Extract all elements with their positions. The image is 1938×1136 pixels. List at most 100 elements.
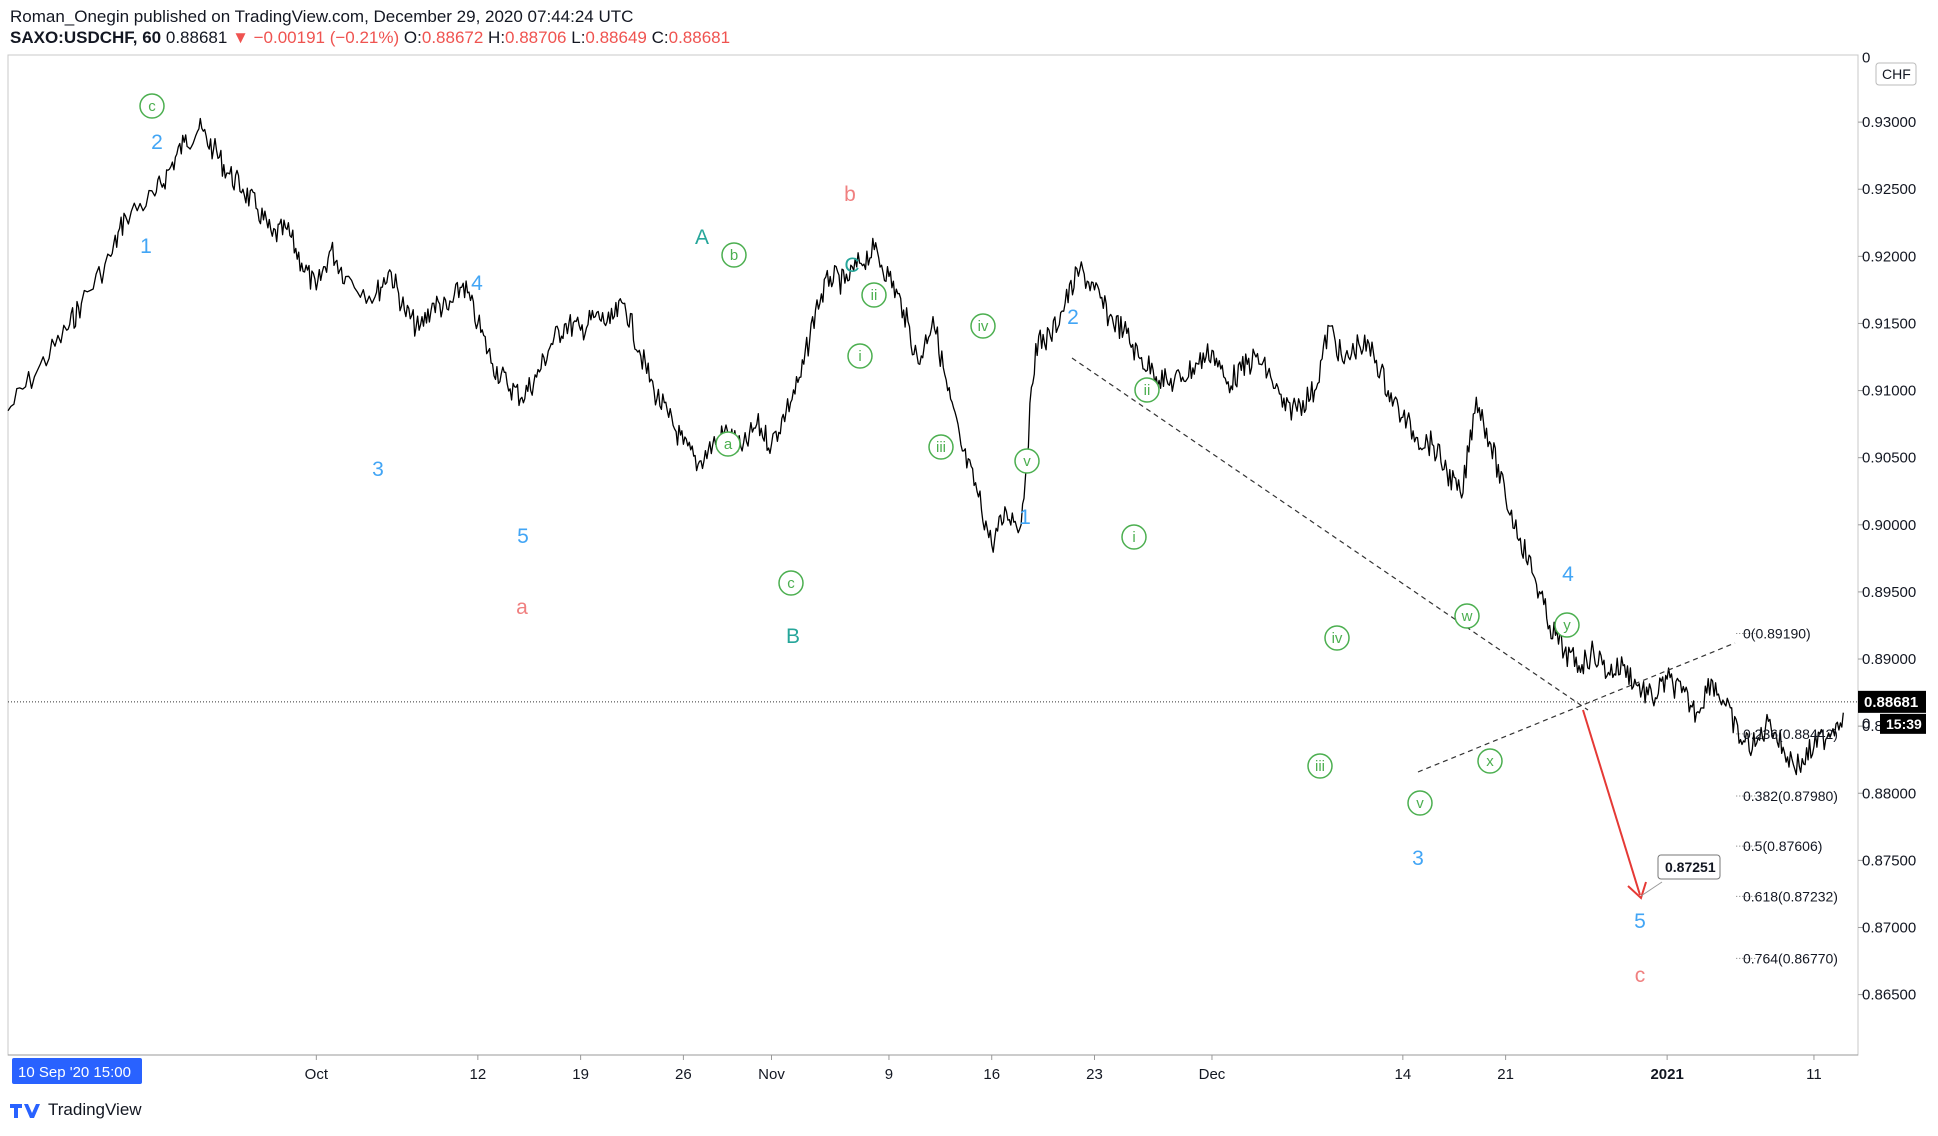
high-value: 0.88706 (505, 28, 567, 47)
x-tick-label: Nov (758, 1066, 785, 1083)
wave-label-circle (928, 434, 954, 460)
x-tick-label: 21 (1497, 1066, 1514, 1083)
wave-label-circle (778, 570, 804, 596)
publisher-line: Roman_Onegin published on TradingView.co… (10, 7, 634, 26)
wave-label-circle (970, 313, 996, 339)
y-tick-label: 0.90500 (1862, 450, 1916, 467)
projection-arrowhead (1627, 881, 1647, 900)
wave-label: ii (1144, 382, 1151, 399)
trend-line-lower (1417, 642, 1736, 773)
wave-label-circle (847, 343, 873, 369)
wave-label-circle (1454, 603, 1480, 629)
x-tick-label: 11 (1806, 1066, 1822, 1083)
x-tick-label: Oct (305, 1066, 329, 1083)
fib-level-label: 0.618(0.87232) (1743, 888, 1838, 904)
x-tick-label: 26 (675, 1066, 692, 1083)
target-callout-label: 0.87251 (1665, 859, 1716, 875)
current-price-badge (1858, 690, 1926, 713)
wave-label: i (858, 348, 861, 365)
high-label: H: (488, 28, 506, 47)
wave-label: 4 (1562, 563, 1574, 586)
fib-level-label: 0.236(0.88442) (1743, 726, 1838, 742)
x-tick-label: 23 (1086, 1066, 1103, 1083)
wave-label: 3 (1412, 847, 1424, 870)
wave-label-circle (139, 93, 165, 119)
last-price: 0.88681 (165, 28, 228, 47)
wave-label: i (1132, 529, 1135, 546)
y-tick-label: 0.88000 (1862, 785, 1916, 802)
y-tick-label: 0.91000 (1862, 383, 1916, 400)
countdown-label: 15:39 (1886, 716, 1922, 732)
wave-label-circle (1477, 748, 1503, 774)
wave-label: 1 (140, 235, 152, 258)
start-date-badge (12, 1058, 142, 1084)
wave-label: 3 (372, 458, 384, 481)
target-callout-leader (1640, 881, 1663, 897)
open-value: 0.88672 (421, 28, 484, 47)
fib-level-label: 0.382(0.87980) (1743, 788, 1838, 804)
y-tick-label: 0.92500 (1862, 181, 1916, 198)
projection-arrow (1582, 709, 1641, 896)
x-tick-label: 12 (469, 1066, 486, 1083)
wave-label-circle (861, 282, 887, 308)
price-change: ▼ −0.00191 (−0.21%) (232, 28, 400, 47)
wave-label: a (724, 436, 733, 453)
wave-label-circle (1554, 612, 1580, 638)
y-tick-label: 0.93000 (1862, 114, 1916, 131)
fib-level-label: 0.764(0.86770) (1743, 950, 1838, 966)
wave-label-circle (721, 242, 747, 268)
y-tick-label: 0.89500 (1862, 584, 1916, 601)
wave-label: A (695, 226, 709, 249)
wave-label: 5 (517, 525, 529, 548)
wave-label: ii (871, 287, 878, 304)
wave-label: w (1461, 608, 1473, 625)
low-value: 0.88649 (585, 28, 647, 47)
wave-label: B (786, 625, 800, 648)
price-series-line (7, 117, 1844, 776)
symbol-line: SAXO:USDCHF, 60 0.88681 ▼ −0.00191 (−0.2… (10, 27, 730, 48)
x-tick-label: Dec (1199, 1066, 1226, 1083)
footer: TradingView (8, 1100, 142, 1120)
wave-label: iv (1332, 630, 1343, 647)
x-tick-label: 2021 (1650, 1066, 1683, 1083)
wave-label: c (1635, 964, 1646, 987)
fib-level-label: 0.5(0.87606) (1743, 838, 1822, 854)
wave-label: b (730, 247, 738, 264)
y-tick-label: 0.87500 (1862, 852, 1916, 869)
y-tick-label: 0.91500 (1862, 315, 1916, 332)
currency-badge (1875, 62, 1917, 86)
wave-label: iv (978, 318, 989, 335)
wave-label: c (787, 575, 795, 592)
wave-label-circle (715, 431, 741, 457)
wave-label-circle (1014, 448, 1040, 474)
close-value: 0.88681 (668, 28, 731, 47)
wave-label: iii (936, 439, 946, 456)
start-date-label: 10 Sep '20 15:00 (18, 1064, 131, 1081)
x-tick-label: 16 (983, 1066, 1000, 1083)
low-label: L: (571, 28, 586, 47)
symbol-name: SAXO:USDCHF, 60 (10, 28, 162, 47)
wave-label: v (1416, 795, 1424, 812)
countdown-badge (1880, 713, 1926, 734)
wave-label-circle (1407, 790, 1433, 816)
wave-label: y (1563, 617, 1571, 634)
target-callout (1657, 854, 1721, 880)
chart-header: Roman_Onegin published on TradingView.co… (10, 6, 730, 48)
wave-label: v (1023, 453, 1031, 470)
open-label: O: (403, 28, 422, 47)
currency-label: CHF (1882, 66, 1911, 82)
wave-label: a (516, 596, 528, 619)
tradingview-logo-icon (10, 1104, 40, 1118)
y-tick-label: 0.86500 (1862, 987, 1916, 1004)
x-tick-label: 9 (885, 1066, 893, 1083)
wave-label: c (148, 98, 156, 115)
tradingview-brand[interactable]: TradingView (48, 1100, 142, 1119)
wave-label: C (844, 254, 859, 277)
current-price-label: 0.88681 (1864, 694, 1918, 711)
fib-level-label: 0(0.89190) (1743, 626, 1811, 642)
wave-label-circle (1134, 377, 1160, 403)
wave-label-circle (1307, 753, 1333, 779)
x-tick-label: 19 (572, 1066, 589, 1083)
wave-label: 1 (1019, 506, 1031, 529)
